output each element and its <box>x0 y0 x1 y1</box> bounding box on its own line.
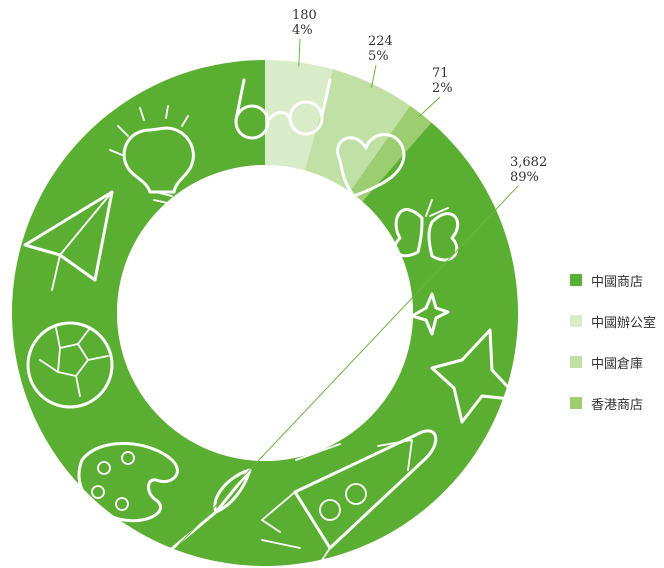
donut-slices <box>12 60 519 566</box>
percent-label: 5% <box>368 49 389 64</box>
percent-label: 4% <box>292 23 313 38</box>
glasses-icon <box>234 78 332 140</box>
leader-line <box>298 38 301 67</box>
legend-label: 香港商店 <box>591 397 644 413</box>
percent-label: 89% <box>510 170 539 185</box>
legend-swatch <box>570 356 582 368</box>
legend-item-china-warehouse: 中國倉庫 <box>570 352 656 372</box>
donut-slice-2 <box>304 69 411 192</box>
legend-item-china-store: 中國商店 <box>570 270 656 290</box>
legend-item-china-office: 中國辦公室 <box>570 311 656 331</box>
lightbulb-icon <box>109 105 195 205</box>
doodle-decorations <box>23 78 522 567</box>
rocket-icon <box>261 429 438 567</box>
donut-hole <box>117 165 413 461</box>
legend-label: 中國商店 <box>591 274 644 290</box>
leader-line <box>418 96 441 118</box>
star-icon <box>430 328 522 424</box>
leader-line <box>177 185 519 547</box>
percent-label: 2% <box>432 81 453 96</box>
soccer-ball-icon <box>26 321 114 409</box>
paper-plane-icon <box>23 190 114 291</box>
butterfly-icon <box>393 199 459 262</box>
legend-label: 中國辦公室 <box>591 315 657 331</box>
value-label: 180 <box>292 8 317 23</box>
donut-slice-3 <box>349 105 432 202</box>
leader-line <box>370 64 377 88</box>
paint-palette-icon <box>77 442 179 523</box>
legend-label: 中國倉庫 <box>591 356 644 372</box>
legend-swatch <box>570 274 582 286</box>
heart-icon <box>336 133 406 198</box>
legend-swatch <box>570 315 582 327</box>
donut-slice-0 <box>12 60 519 566</box>
legend: 中國商店 中國辦公室 中國倉庫 香港商店 <box>570 270 656 434</box>
small-star-icon <box>410 292 450 336</box>
value-label: 71 <box>432 66 449 81</box>
label-leaders <box>177 38 519 547</box>
value-label: 224 <box>368 34 393 49</box>
value-label: 3,682 <box>510 155 547 170</box>
donut-slice-1 <box>265 60 333 171</box>
legend-swatch <box>570 397 582 409</box>
legend-item-hk-store: 香港商店 <box>570 393 656 413</box>
